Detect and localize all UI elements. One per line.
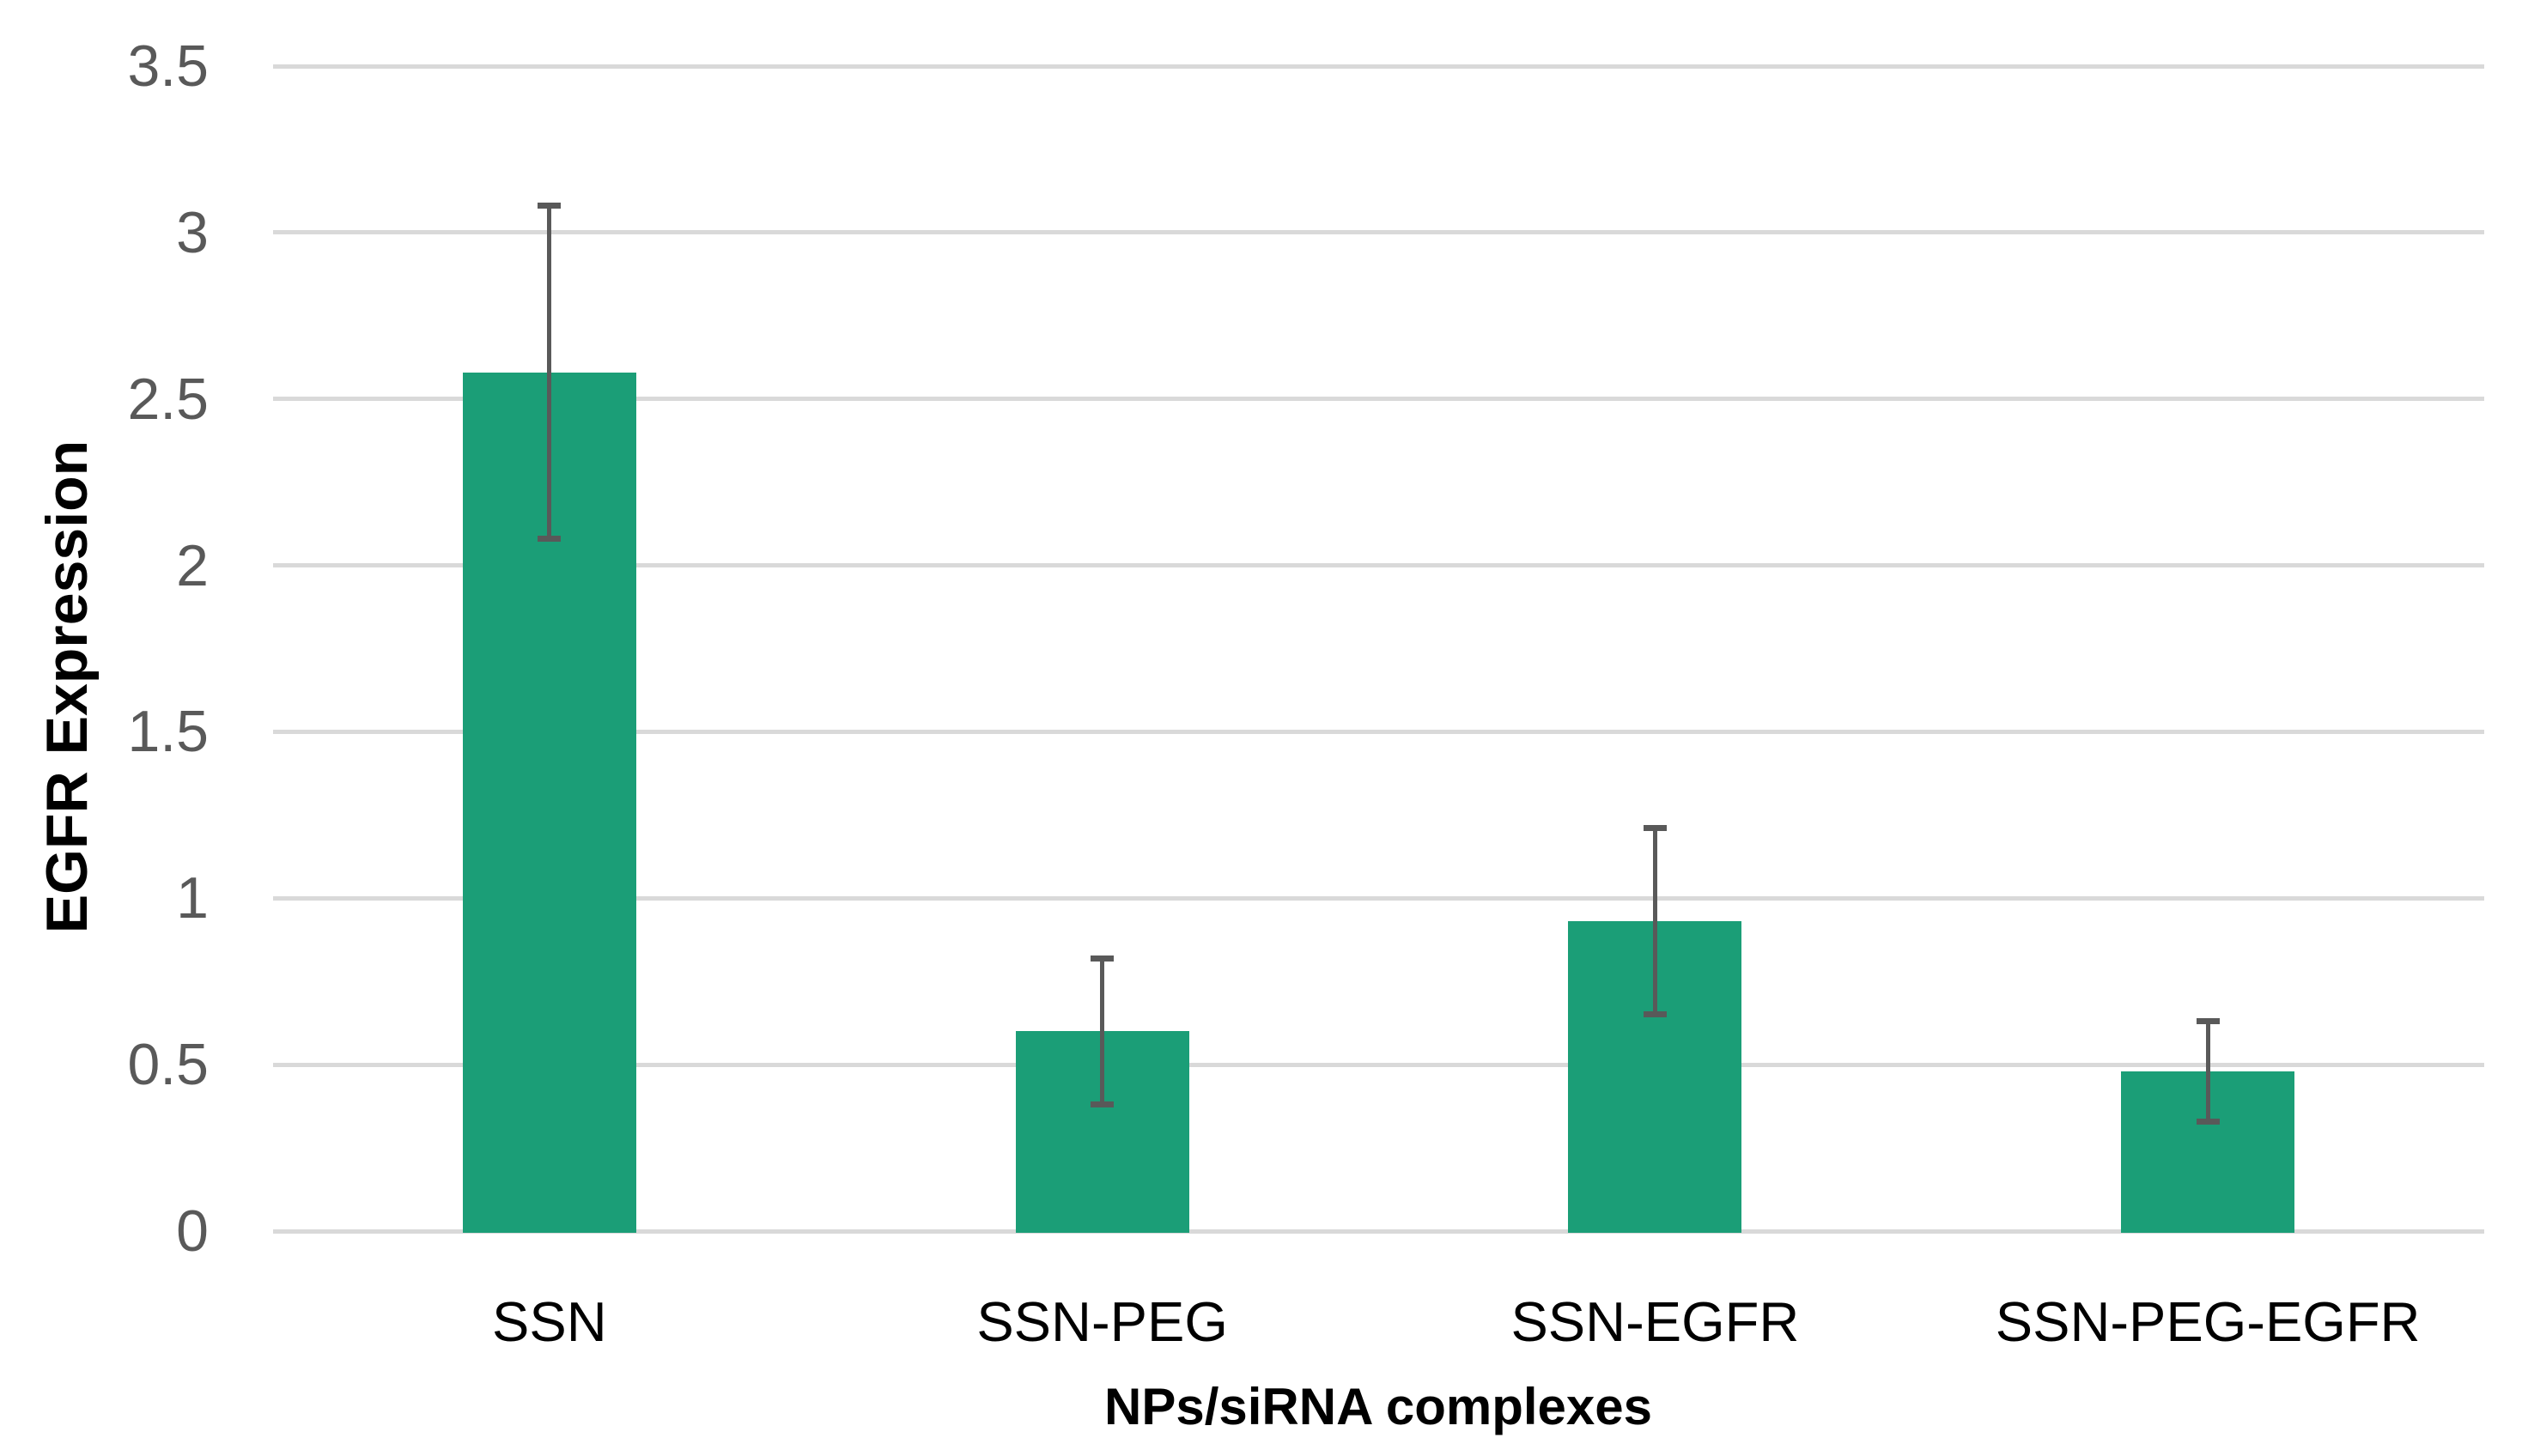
error-bar-cap-top-SSN-PEG [1091,955,1115,962]
category-label-SSN: SSN [492,1290,607,1353]
error-bar-cap-top-SSN [538,203,562,209]
y-tick-label-1.5: 1.5 [127,699,209,765]
gridline-y-1.5 [273,729,2484,734]
error-bar-cap-top-SSN-PEG-EGFR [2196,1018,2220,1025]
error-bar-cap-bottom-SSN-PEG-EGFR [2196,1118,2220,1125]
y-tick-label-2.5: 2.5 [127,366,209,432]
y-tick-label-3.5: 3.5 [127,33,209,99]
error-bar-line-SSN [547,205,552,539]
y-tick-label-0: 0 [176,1198,209,1264]
category-label-SSN-PEG-EGFR: SSN-PEG-EGFR [1995,1290,2421,1353]
error-bar-line-SSN-EGFR [1652,828,1657,1015]
y-tick-label-1: 1 [176,865,209,931]
error-bar-cap-bottom-SSN-EGFR [1643,1011,1667,1018]
y-tick-label-3: 3 [176,199,209,265]
gridline-y-3.5 [273,64,2484,69]
gridline-y-3 [273,230,2484,235]
gridline-y-2.5 [273,397,2484,402]
error-bar-cap-bottom-SSN [538,536,562,543]
y-tick-label-2: 2 [176,532,209,598]
error-bar-cap-bottom-SSN-PEG [1091,1101,1115,1108]
y-tick-label-0.5: 0.5 [127,1032,209,1098]
gridline-y-0.5 [273,1062,2484,1067]
x-axis-title: NPs/siRNA complexes [1103,1378,1653,1435]
category-label-SSN-EGFR: SSN-EGFR [1510,1290,1800,1353]
category-label-SSN-PEG: SSN-PEG [976,1290,1228,1353]
error-bar-line-SSN-PEG [1100,958,1105,1105]
error-bar-cap-top-SSN-EGFR [1643,825,1667,832]
gridline-y-1 [273,895,2484,901]
error-bar-line-SSN-PEG-EGFR [2205,1021,2210,1122]
gridline-y-2 [273,563,2484,568]
gridline-y-0 [273,1228,2484,1234]
